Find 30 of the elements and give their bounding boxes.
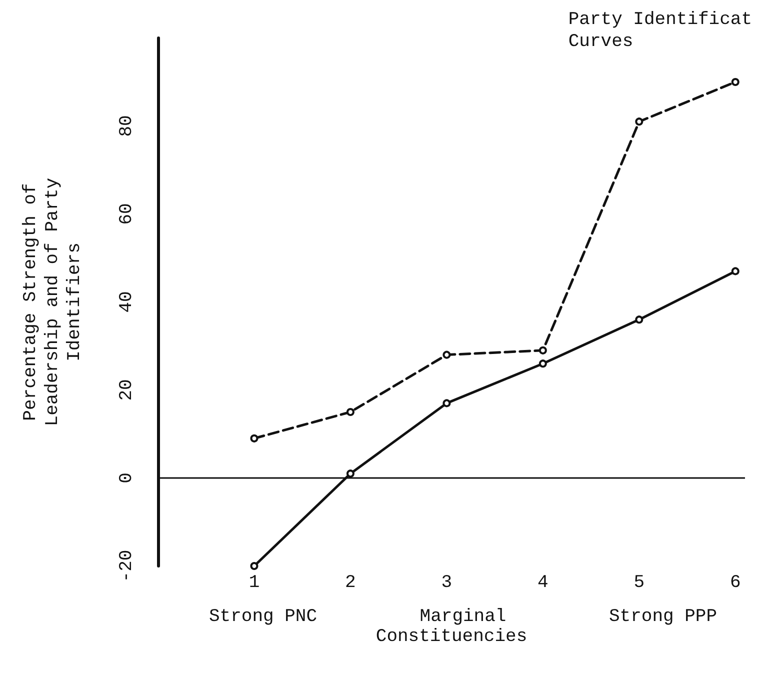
- y-tick-label: 40: [117, 291, 137, 313]
- x-tick-label: 1: [248, 573, 260, 593]
- x-tick-label: 4: [538, 573, 548, 593]
- point: [538, 346, 547, 354]
- y-axis-title: Percentage Strength of Leadership and of Party Identifiers: [21, 178, 85, 426]
- point: [731, 78, 740, 86]
- y-tick-label: -20: [117, 550, 137, 582]
- x-tick-label: 2: [345, 573, 356, 593]
- chart-title: Party Identificat Curves: [568, 10, 752, 52]
- point: [442, 399, 451, 408]
- y-tick-label: 0: [117, 472, 137, 484]
- point: [635, 118, 644, 126]
- x-tick-label: 6: [730, 573, 741, 593]
- x-tick-label: 5: [634, 573, 645, 593]
- point: [250, 434, 258, 442]
- y-tick-label: 60: [117, 203, 137, 225]
- point: [538, 360, 547, 368]
- y-tick-label: 80: [117, 115, 137, 137]
- text: Strong PNC: [208, 607, 318, 627]
- point: [250, 562, 258, 570]
- point: [346, 470, 354, 478]
- point: [346, 408, 354, 416]
- point: [442, 350, 451, 359]
- x-axis-title: Constituencies: [376, 627, 528, 647]
- y-tick-label: 20: [117, 379, 137, 401]
- text: Marginal: [420, 607, 506, 627]
- point: [635, 316, 644, 324]
- x-tick-label: 3: [441, 573, 452, 593]
- point: [731, 267, 740, 276]
- text: Strong PPP: [608, 607, 718, 627]
